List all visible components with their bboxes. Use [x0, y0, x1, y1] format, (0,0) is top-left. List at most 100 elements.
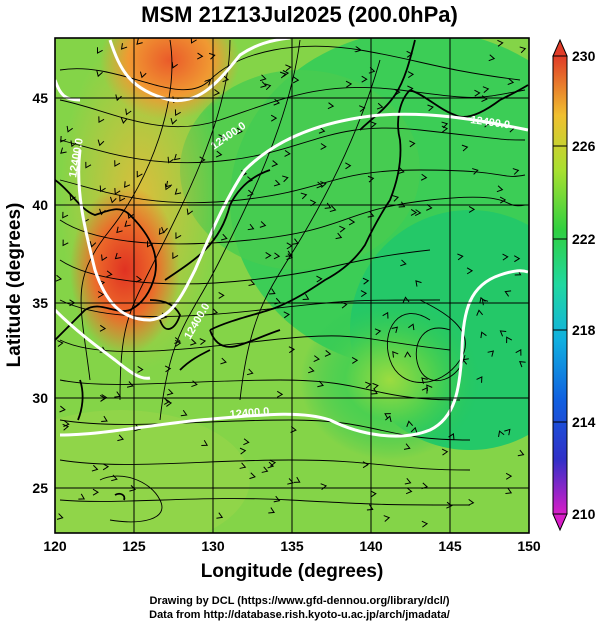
wind-arrowhead [116, 226, 123, 234]
wind-arrowhead [284, 150, 291, 157]
wind-arrowhead [201, 439, 209, 446]
wind-arrowhead [361, 75, 368, 83]
wind-arrowhead [398, 167, 405, 175]
wind-arrowhead [117, 434, 124, 442]
wind-arrowhead [405, 487, 413, 495]
wind-arrowhead [243, 438, 250, 446]
wind-arrowhead [308, 366, 315, 374]
wind-arrowhead [293, 476, 301, 483]
wind-arrowhead [170, 117, 178, 125]
wind-arrowhead [320, 143, 327, 150]
wind-arrowhead [426, 203, 433, 211]
lon-tick: 145 [438, 538, 462, 554]
wind-arrowhead [362, 461, 369, 469]
wind-arrowhead [264, 83, 272, 91]
colorbar-tick: 226 [572, 138, 596, 154]
wind-arrowhead [372, 382, 379, 390]
wind-arrowhead [91, 464, 99, 472]
wind-arrowhead [111, 474, 118, 482]
wind-arrowhead [119, 195, 126, 202]
wind-arrowhead [292, 76, 300, 84]
wind-arrowhead [400, 259, 407, 267]
lon-tick: 125 [122, 538, 146, 554]
map-title: MSM 21Z13Jul2025 (200.0hPa) [141, 2, 458, 27]
wind-arrowhead [175, 232, 182, 240]
x-axis-label: Longitude (degrees) [201, 561, 384, 582]
wind-arrowhead [208, 52, 216, 60]
wind-arrowhead [78, 493, 86, 500]
wind-arrowhead [348, 218, 356, 226]
wind-arrowhead [124, 220, 131, 227]
wind-arrowhead [97, 291, 105, 298]
wind-arrowhead [362, 277, 370, 285]
wind-arrowhead [174, 337, 181, 344]
wind-arrowhead [59, 405, 66, 413]
wind-arrowhead [259, 221, 267, 228]
wind-arrowhead [180, 409, 188, 417]
wind-arrowhead [239, 462, 247, 469]
wind-arrowhead [288, 346, 296, 354]
wind-arrowhead [339, 225, 346, 233]
wind-arrowhead [279, 71, 287, 79]
wind-arrowhead [268, 507, 275, 514]
wind-arrowhead [370, 490, 377, 498]
wind-arrowhead [276, 390, 284, 398]
wind-arrowhead [472, 168, 479, 175]
wind-arrowhead [199, 338, 207, 345]
wind-arrowhead [114, 252, 122, 260]
wind-arrowhead [213, 89, 221, 96]
wind-arrowhead [70, 140, 77, 148]
wind-arrowhead [345, 80, 353, 88]
contour-label: 12400.0 [229, 406, 270, 421]
wind-arrowhead [186, 208, 194, 216]
lat-tick: 40 [32, 197, 48, 213]
wind-arrowhead [476, 376, 483, 383]
wind-arrowhead [371, 388, 378, 395]
wind-arrowhead [513, 255, 521, 263]
wind-arrowhead [370, 121, 377, 128]
wind-arrowhead [408, 323, 415, 331]
wind-arrowhead [134, 424, 142, 432]
wind-arrowhead [345, 162, 352, 170]
wind-arrowhead [476, 309, 484, 316]
lon-tick: 135 [280, 538, 304, 554]
wind-arrowhead [267, 461, 275, 469]
wind-arrowhead [268, 288, 276, 295]
wind-arrowhead [56, 513, 64, 520]
wind-arrowhead [109, 196, 117, 204]
wind-arrowhead [265, 252, 272, 259]
wind-arrowhead [367, 175, 375, 183]
wind-arrowhead [300, 192, 308, 200]
wind-arrowhead [218, 134, 225, 142]
wind-arrowhead [504, 428, 511, 436]
wind-arrowhead [167, 156, 174, 164]
wind-arrowhead [190, 338, 197, 346]
wind-arrowhead [199, 156, 206, 164]
wind-arrowhead [359, 105, 366, 113]
contour-label: 12400.0 [470, 114, 511, 131]
wind-arrowhead [481, 95, 488, 103]
wind-arrowhead [190, 38, 197, 44]
wind-arrowhead [158, 228, 165, 235]
wind-arrowhead [497, 39, 504, 47]
wind-arrowhead [125, 108, 132, 116]
wind-arrowhead [85, 161, 92, 169]
wind-arrowhead [136, 170, 143, 178]
wind-arrowhead [496, 185, 504, 193]
wind-arrowhead [197, 52, 204, 60]
wind-arrowhead [137, 366, 144, 373]
wind-arrowhead [410, 426, 418, 434]
wind-arrowhead [327, 102, 335, 110]
wind-arrowhead [391, 326, 399, 333]
wind-arrowhead [124, 181, 131, 188]
colorbar-tick: 214 [572, 414, 596, 430]
wind-arrowhead [139, 71, 147, 79]
wind-arrowhead [97, 139, 105, 147]
wind-arrowhead [427, 104, 434, 112]
wind-arrowhead [407, 71, 415, 79]
lat-tick: 25 [32, 480, 48, 496]
wind-arrowhead [499, 330, 507, 337]
wind-arrowhead [222, 75, 230, 83]
wind-arrowhead [335, 232, 343, 240]
wind-arrowhead [398, 201, 406, 208]
